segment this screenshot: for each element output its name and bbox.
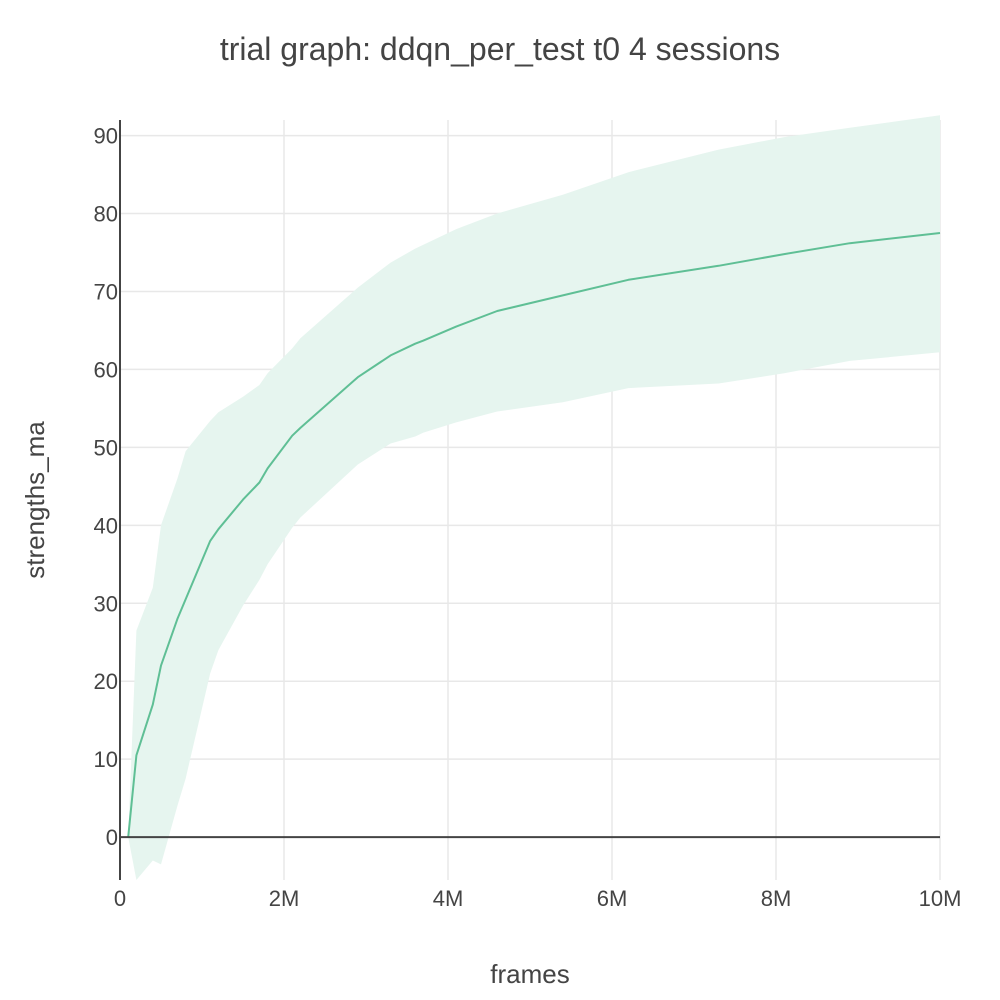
y-tick-label: 60 xyxy=(94,357,118,382)
y-tick-label: 0 xyxy=(106,825,118,850)
x-tick-label: 2M xyxy=(269,886,300,911)
y-tick-label: 10 xyxy=(94,747,118,772)
axes xyxy=(119,120,940,880)
tick-labels: 0 2M 4M 6M 8M 10M 0 10 20 30 40 50 60 70 80 90 xyxy=(94,124,962,911)
x-tick-label: 8M xyxy=(761,886,792,911)
y-axis-title: strengths_ma xyxy=(20,421,50,579)
y-tick-label: 20 xyxy=(94,669,118,694)
y-tick-label: 70 xyxy=(94,279,118,304)
x-tick-label: 4M xyxy=(433,886,464,911)
x-tick-label: 10M xyxy=(919,886,962,911)
y-tick-label: 40 xyxy=(94,513,118,538)
y-tick-label: 30 xyxy=(94,591,118,616)
y-tick-label: 90 xyxy=(94,124,118,149)
y-tick-label: 80 xyxy=(94,202,118,227)
y-tick-label: 50 xyxy=(94,435,118,460)
mean-line xyxy=(127,232,941,838)
series-line-layer xyxy=(127,232,941,838)
confidence-band xyxy=(128,115,940,881)
confidence-band-layer xyxy=(128,115,940,881)
chart-title: trial graph: ddqn_per_test t0 4 sessions xyxy=(220,31,780,67)
x-tick-label: 0 xyxy=(114,886,126,911)
x-tick-label: 6M xyxy=(597,886,628,911)
x-axis-title: frames xyxy=(490,959,569,989)
